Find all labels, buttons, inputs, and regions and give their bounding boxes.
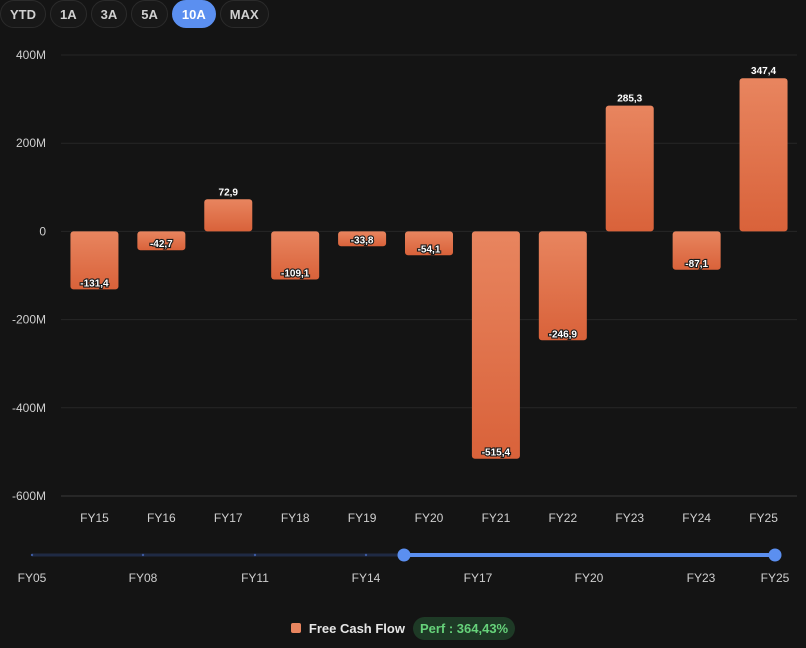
bar-fy15[interactable] bbox=[70, 231, 119, 290]
legend-swatch bbox=[290, 623, 301, 633]
y-tick-label: 400M bbox=[16, 48, 46, 62]
y-tick-label: -600M bbox=[12, 489, 46, 503]
bar-fy24[interactable] bbox=[672, 231, 721, 270]
bar-fy16[interactable] bbox=[137, 231, 186, 251]
navigator-tick bbox=[30, 553, 34, 557]
legend: Free Cash Flow Perf : 364,43% bbox=[0, 615, 806, 641]
range-button-5a[interactable]: 5A bbox=[131, 0, 168, 28]
data-label-fy21: -515,4 bbox=[482, 448, 511, 459]
navigator-handle-start[interactable] bbox=[397, 548, 411, 562]
bar-fy19[interactable] bbox=[338, 231, 387, 247]
navigator-label: FY05 bbox=[18, 571, 47, 585]
navigator-label: FY14 bbox=[352, 571, 381, 585]
range-button-10a[interactable]: 10A bbox=[171, 0, 216, 28]
range-selector: YTD 1A 3A 5A 10A MAX bbox=[0, 0, 269, 30]
navigator-label: FY23 bbox=[687, 571, 716, 585]
x-tick-label: FY24 bbox=[682, 511, 711, 525]
bar-fy23[interactable] bbox=[605, 105, 654, 232]
x-tick-label: FY16 bbox=[147, 511, 176, 525]
y-tick-label: 200M bbox=[16, 136, 46, 150]
data-label-fy23: 285,3 bbox=[617, 94, 642, 105]
range-navigator[interactable]: FY05 FY08 FY11 FY14 FY17 FY20 FY23 FY25 bbox=[18, 548, 790, 586]
navigator-label: FY11 bbox=[241, 571, 269, 585]
bar-chart: 400M 200M 0 -200M -400M -600M -131,4 -42,7 72,9… bbox=[12, 48, 797, 586]
x-axis: FY15 FY16 FY17 FY18 FY19 FY20 FY21 FY22 FY23 FY24… bbox=[80, 511, 778, 525]
bar-fy21[interactable] bbox=[471, 231, 520, 459]
data-label-fy15: -131,4 bbox=[80, 278, 109, 289]
x-tick-label: FY17 bbox=[214, 511, 243, 525]
x-tick-label: FY23 bbox=[615, 511, 644, 525]
navigator-handle-end[interactable] bbox=[768, 548, 782, 562]
navigator-label: FY08 bbox=[129, 571, 158, 585]
data-label-fy22: -246,9 bbox=[549, 329, 578, 340]
bars bbox=[70, 78, 788, 459]
data-label-fy20: -54,1 bbox=[418, 244, 441, 255]
y-tick-label: -400M bbox=[12, 401, 46, 415]
x-tick-label: FY15 bbox=[80, 511, 109, 525]
x-tick-label: FY21 bbox=[482, 511, 511, 525]
bar-fy22[interactable] bbox=[538, 231, 587, 341]
data-label-fy25: 347,4 bbox=[751, 66, 776, 77]
navigator-tick bbox=[253, 553, 257, 557]
navigator-label: FY17 bbox=[464, 571, 493, 585]
data-labels: -131,4 -42,7 72,9 -109,1 -33,8 -54,1 -515,4 -24… bbox=[79, 65, 777, 460]
x-tick-label: FY18 bbox=[281, 511, 310, 525]
x-tick-label: FY19 bbox=[348, 511, 377, 525]
navigator-label: FY20 bbox=[575, 571, 604, 585]
range-button-ytd[interactable]: YTD bbox=[0, 0, 46, 28]
navigator-tick bbox=[364, 553, 368, 557]
bar-fy17[interactable] bbox=[204, 199, 253, 232]
data-label-fy18: -109,1 bbox=[281, 269, 310, 280]
x-tick-label: FY20 bbox=[415, 511, 444, 525]
x-tick-label: FY25 bbox=[749, 511, 778, 525]
y-tick-label: 0 bbox=[39, 224, 46, 238]
range-button-1a[interactable]: 1A bbox=[50, 0, 87, 28]
x-tick-label: FY22 bbox=[548, 511, 577, 525]
range-button-max[interactable]: MAX bbox=[219, 0, 269, 28]
bar-fy25[interactable] bbox=[739, 78, 788, 232]
range-button-3a[interactable]: 3A bbox=[90, 0, 128, 28]
data-label-fy16: -42,7 bbox=[150, 239, 173, 250]
bar-fy20[interactable] bbox=[405, 231, 453, 256]
grid-lines bbox=[61, 54, 797, 497]
data-label-fy17: 72,9 bbox=[219, 187, 239, 198]
legend-series-name[interactable]: Free Cash Flow bbox=[308, 620, 405, 636]
navigator-label: FY25 bbox=[761, 571, 790, 585]
data-label-fy19: -33,8 bbox=[351, 235, 374, 246]
y-tick-label: -200M bbox=[12, 313, 46, 327]
data-label-fy24: -87,1 bbox=[685, 259, 708, 270]
navigator-tick bbox=[141, 553, 145, 557]
y-axis: 400M 200M 0 -200M -400M -600M bbox=[12, 48, 46, 503]
bar-fy18[interactable] bbox=[271, 231, 320, 280]
perf-badge: Perf : 364,43% bbox=[412, 616, 516, 640]
